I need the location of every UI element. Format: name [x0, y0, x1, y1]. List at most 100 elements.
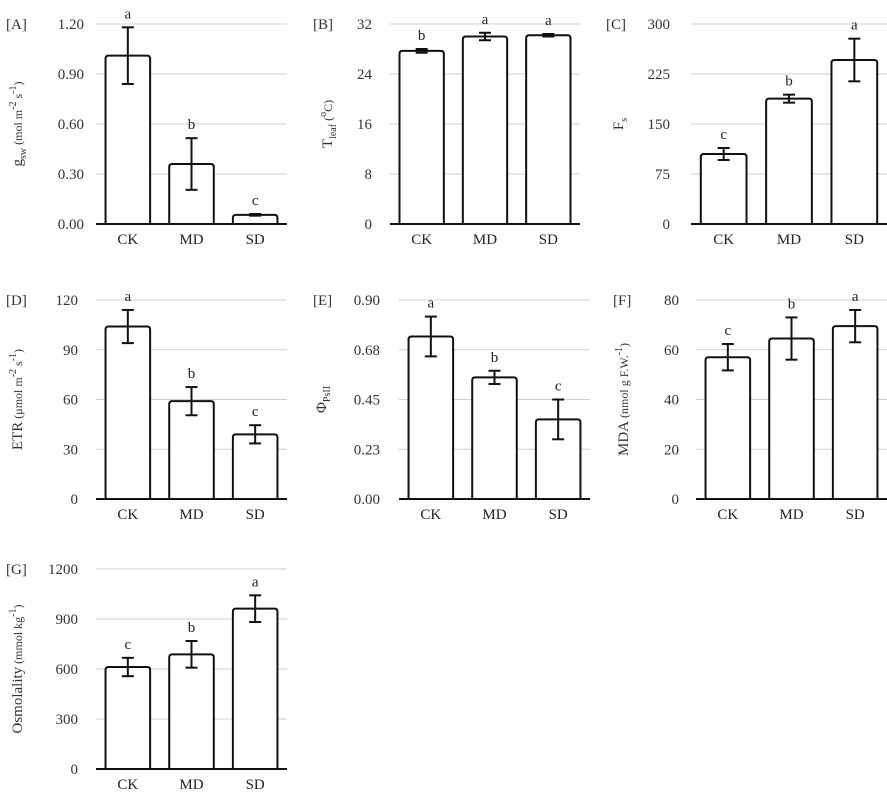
x-tick-label: SD — [846, 507, 865, 523]
panel-label: [D] — [6, 293, 27, 309]
significance-letter: a — [427, 296, 434, 312]
x-tick-label: SD — [539, 232, 558, 248]
error-bar-sd — [552, 398, 565, 441]
error-bar-sd — [249, 424, 262, 445]
panel-label: [B] — [313, 17, 333, 33]
y-tick-label: 16 — [357, 117, 373, 133]
y-tick-label: 80 — [664, 293, 679, 309]
significance-letter: c — [724, 323, 731, 339]
significance-letter: c — [555, 379, 562, 395]
y-tick-label: 300 — [56, 712, 79, 728]
y-axis-label-part: -1 — [8, 353, 19, 361]
y-tick-label: 0.23 — [354, 442, 380, 458]
significance-letter: b — [188, 620, 196, 636]
y-axis-label: Fs — [611, 118, 630, 130]
y-axis-label-part: s — [11, 361, 25, 369]
y-tick-label: 0 — [663, 217, 671, 233]
panel-label: [F] — [613, 293, 631, 309]
y-tick-label: 0.00 — [58, 217, 84, 233]
x-tick-label: MD — [179, 777, 203, 792]
x-tick-label: CK — [713, 232, 734, 248]
y-axis-label-part: (nmol g F.W. — [617, 355, 631, 421]
y-axis-label-part: PsII — [322, 386, 333, 402]
y-tick-label: 0 — [71, 492, 79, 508]
significance-letter: c — [252, 404, 259, 420]
y-tick-label: 0.90 — [354, 293, 380, 309]
x-tick-label: CK — [117, 777, 138, 792]
panel-a: 0.00 0.30 0.60 0.90 1.20 [A] gsw (mol m-2 s-1)… — [6, 6, 287, 248]
y-axis-label: ETR (μmol m-2 s-1) — [8, 349, 26, 450]
significance-letter: b — [491, 350, 499, 366]
panel-c: 0 75 150 225 300 [C] Fs c CK b MD a SD — [606, 17, 887, 248]
x-tick-label: MD — [473, 232, 497, 248]
significance-letter: b — [785, 74, 793, 90]
y-axis-label-part: o — [318, 112, 329, 117]
significance-letter: b — [188, 366, 196, 382]
error-bar-ck — [121, 656, 134, 678]
x-tick-label: CK — [117, 232, 138, 248]
y-axis-label-part: T — [320, 139, 336, 148]
error-bar-ck — [721, 343, 734, 372]
y-axis-label-part: C — [321, 104, 335, 112]
y-axis-label-part: ) — [321, 100, 335, 104]
y-axis-label-part: ) — [617, 343, 631, 347]
significance-letter: a — [124, 289, 131, 305]
significance-letter: a — [545, 13, 552, 29]
x-tick-label: MD — [179, 232, 203, 248]
y-axis-label-part: s — [619, 118, 630, 122]
y-tick-label: 40 — [664, 393, 679, 409]
significance-letter: b — [188, 117, 196, 133]
y-tick-label: 8 — [365, 167, 373, 183]
y-tick-label: 0.90 — [58, 67, 84, 83]
y-axis-label-part: -1 — [8, 608, 19, 616]
panel-b: 0 8 16 24 32 [B] Tleaf (oC) b CK a MD a SD — [313, 12, 580, 248]
y-tick-label: 300 — [648, 17, 671, 33]
y-axis-label-part: -1 — [614, 347, 625, 355]
bar-sd — [231, 607, 279, 769]
y-axis-label: MDA (nmol g F.W.-1) — [614, 343, 632, 456]
significance-letter: a — [482, 12, 489, 28]
y-axis-label-part: MDA — [616, 421, 632, 456]
x-tick-label: MD — [777, 232, 801, 248]
x-tick-label: SD — [246, 232, 265, 248]
bar-sd — [525, 34, 572, 224]
y-axis-label-part: sw — [18, 147, 29, 159]
x-tick-label: MD — [779, 507, 803, 523]
y-axis-label-part: ) — [11, 604, 25, 608]
error-bar-ck — [415, 48, 428, 54]
bar-ck — [104, 666, 152, 769]
y-axis-label: Osmolality (mmol kg-1) — [8, 604, 26, 733]
significance-letter: a — [124, 6, 131, 22]
y-axis-label-part: s — [11, 94, 25, 102]
significance-letter: c — [252, 193, 259, 209]
y-tick-label: 1200 — [48, 562, 78, 578]
significance-letter: b — [788, 296, 796, 312]
y-tick-label: 1.20 — [58, 17, 84, 33]
x-tick-label: MD — [179, 507, 203, 523]
error-bar-sd — [249, 594, 262, 623]
y-axis-label-part: ) — [11, 82, 25, 86]
significance-letter: a — [252, 574, 259, 590]
y-axis-label: gsw (mol m-2 s-1) — [8, 82, 29, 167]
y-axis-label-part: Φ — [314, 402, 330, 413]
error-bar-md — [185, 386, 198, 417]
x-tick-label: MD — [482, 507, 506, 523]
significance-letter: a — [851, 18, 858, 34]
x-tick-label: SD — [845, 232, 864, 248]
y-axis-label-part: (mmol kg — [11, 617, 25, 667]
y-tick-label: 60 — [664, 343, 679, 359]
significance-letter: a — [852, 289, 859, 305]
y-tick-label: 20 — [664, 442, 679, 458]
error-bar-md — [783, 93, 795, 104]
x-tick-label: CK — [411, 232, 432, 248]
y-tick-label: 0.00 — [354, 492, 380, 508]
y-axis-label-part: ETR — [10, 422, 26, 450]
bar-ck — [704, 356, 752, 499]
y-tick-label: 900 — [56, 612, 79, 628]
y-tick-label: 0.60 — [58, 117, 84, 133]
error-bar-md — [185, 137, 198, 191]
x-tick-label: SD — [246, 777, 265, 792]
error-bar-ck — [424, 315, 437, 358]
panel-f: 0 20 40 60 80 [F] MDA (nmol g F.W.-1) c CK b MD a SD — [613, 289, 887, 523]
